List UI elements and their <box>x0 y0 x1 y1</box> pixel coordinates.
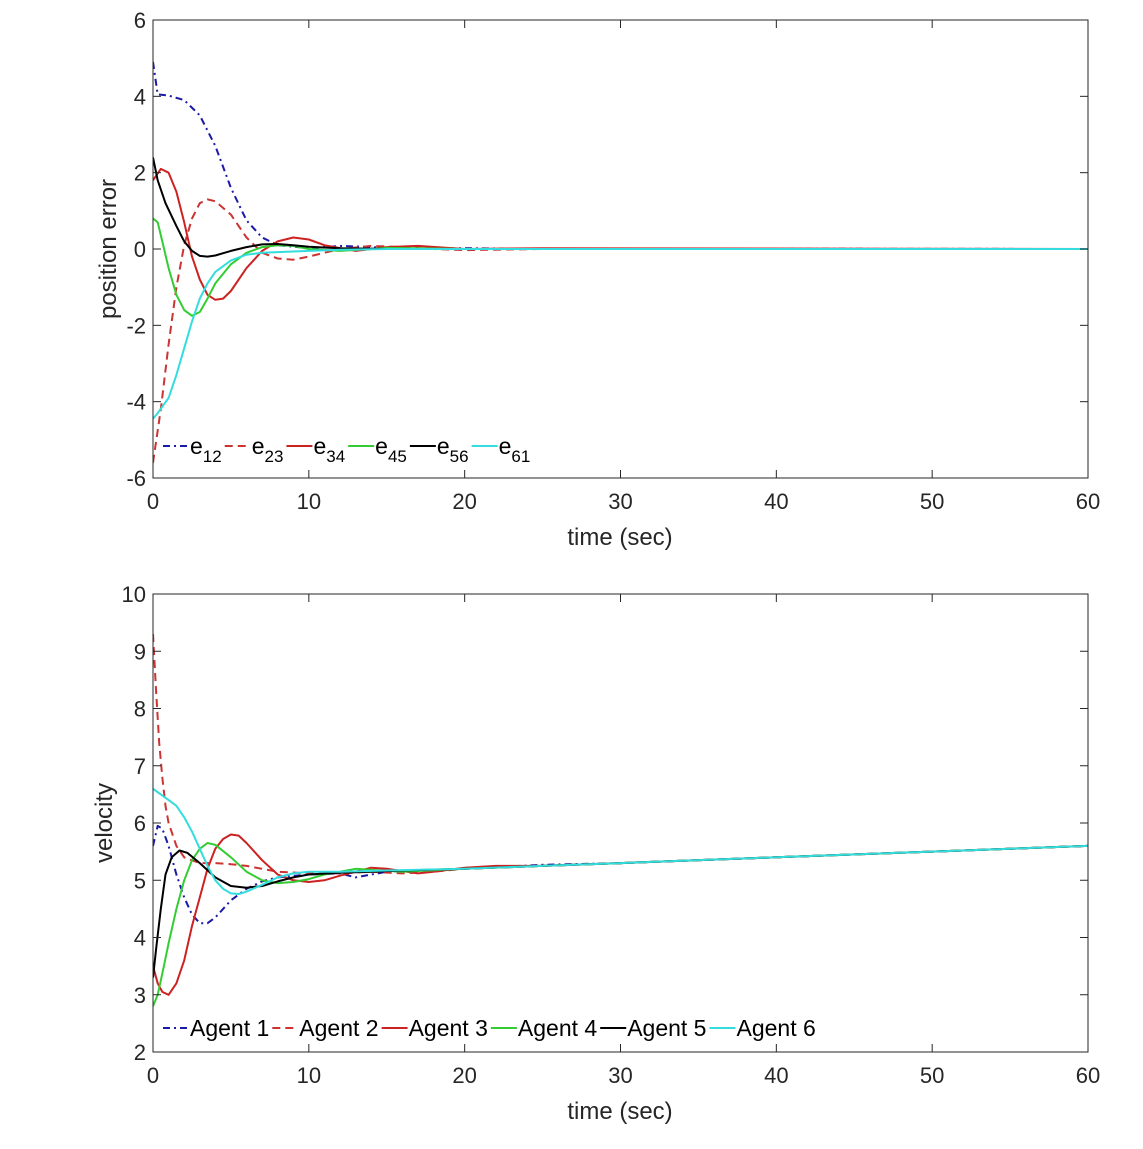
legend-label-subscript: 56 <box>450 447 469 466</box>
x-tick-label: 0 <box>147 489 159 514</box>
legend-label-5: e56 <box>437 433 469 466</box>
x-axis-label: time (sec) <box>567 1098 672 1125</box>
y-tick-label: 7 <box>134 754 146 779</box>
legend-label-6: e61 <box>499 433 531 466</box>
x-tick-label: 10 <box>297 1063 321 1088</box>
legend-label-main: e <box>499 433 512 459</box>
legend-label-main: e <box>437 433 450 459</box>
x-tick-label: 0 <box>147 1063 159 1088</box>
legend-label-main: Agent 6 <box>736 1015 815 1041</box>
y-tick-label: 6 <box>134 811 146 836</box>
y-tick-label: 6 <box>134 8 146 33</box>
x-tick-label: 60 <box>1076 489 1100 514</box>
legend-label-subscript: 34 <box>326 447 345 466</box>
legend-label-6: Agent 6 <box>736 1015 815 1041</box>
velocity-chart: 0 10 20 30 40 50 60 2 3 4 5 6 7 8 9 10 Agent 1 Agent 2 Ag… <box>91 582 1100 1125</box>
y-tick-label: 2 <box>134 161 146 186</box>
y-axis-label: velocity <box>91 783 118 863</box>
x-tick-label: 10 <box>297 489 321 514</box>
y-tick-label: -2 <box>126 313 146 338</box>
legend-label-4: Agent 4 <box>518 1015 597 1041</box>
series-line-5 <box>153 157 1088 258</box>
legend-label-main: Agent 5 <box>627 1015 706 1041</box>
legend-label-main: e <box>252 433 265 459</box>
series-line-3 <box>153 833 1088 996</box>
x-tick-label: 40 <box>764 1063 788 1088</box>
series-line-6 <box>153 248 1088 420</box>
y-axis-label: position error <box>95 179 122 319</box>
x-tick-label: 40 <box>764 489 788 514</box>
legend-label-1: e12 <box>190 433 222 466</box>
legend-label-main: Agent 2 <box>299 1015 378 1041</box>
legend-label-main: e <box>190 433 203 459</box>
legend-label-1: Agent 1 <box>190 1015 269 1041</box>
y-tick-label: 3 <box>134 983 146 1008</box>
y-tick-label: 9 <box>134 639 146 664</box>
legend-label-2: Agent 2 <box>299 1015 378 1041</box>
legend-label-3: e34 <box>313 433 345 466</box>
series-line-3 <box>153 167 1088 301</box>
x-tick-label: 60 <box>1076 1063 1100 1088</box>
y-tick-label: 2 <box>134 1040 146 1065</box>
x-axis-label: time (sec) <box>567 524 672 551</box>
y-tick-label: 5 <box>134 868 146 893</box>
x-tick-label: 30 <box>608 489 632 514</box>
y-tick-label: 8 <box>134 697 146 722</box>
y-tick-label: -4 <box>126 390 146 415</box>
legend-label-5: Agent 5 <box>627 1015 706 1041</box>
legend-label-main: e <box>375 433 388 459</box>
legend-label-4: e45 <box>375 433 407 466</box>
legend-label-subscript: 23 <box>265 447 284 466</box>
x-tick-label: 50 <box>920 1063 944 1088</box>
x-tick-label: 20 <box>452 1063 476 1088</box>
legend-label-main: Agent 1 <box>190 1015 269 1041</box>
legend-label-2: e23 <box>252 433 284 466</box>
legend-label-main: e <box>313 433 326 459</box>
series-line-6 <box>153 787 1088 895</box>
series-line-1 <box>153 824 1088 925</box>
legend-label-subscript: 61 <box>511 447 530 466</box>
legend-label-main: Agent 4 <box>518 1015 597 1041</box>
x-tick-label: 50 <box>920 489 944 514</box>
x-tick-label: 30 <box>608 1063 632 1088</box>
plot-area <box>153 594 1088 1052</box>
y-tick-label: 10 <box>122 582 146 607</box>
y-tick-label: -6 <box>126 466 146 491</box>
y-tick-label: 0 <box>134 237 146 262</box>
x-tick-label: 20 <box>452 489 476 514</box>
y-tick-label: 4 <box>134 926 146 951</box>
legend-label-subscript: 12 <box>203 447 222 466</box>
legend-label-subscript: 45 <box>388 447 407 466</box>
legend-label-3: Agent 3 <box>409 1015 488 1041</box>
y-tick-label: 4 <box>134 84 146 109</box>
legend-label-main: Agent 3 <box>409 1015 488 1041</box>
